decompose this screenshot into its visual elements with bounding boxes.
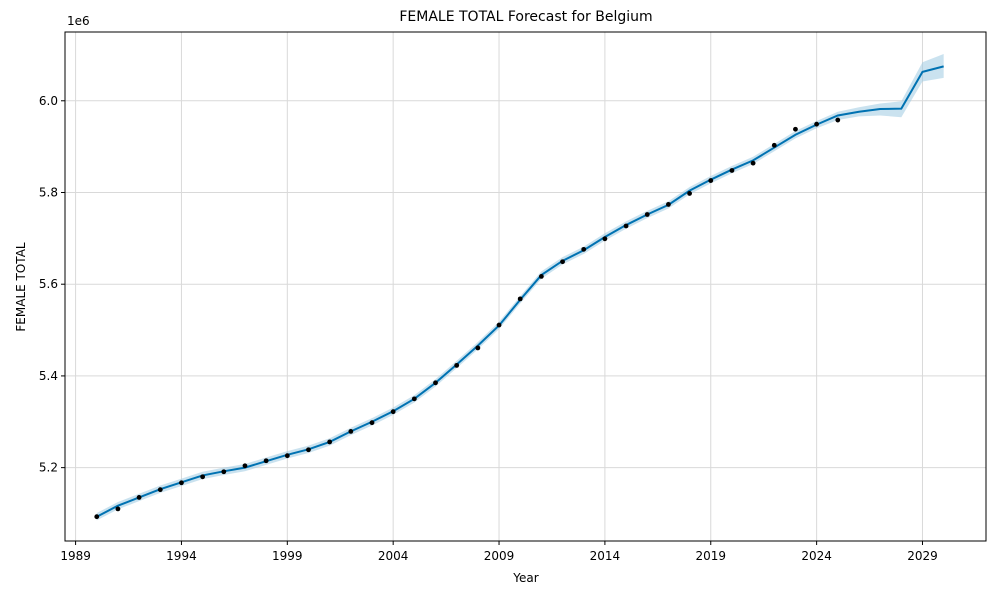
observed-point xyxy=(136,495,142,500)
observed-point xyxy=(602,236,608,242)
observed-point xyxy=(623,223,629,229)
observed-point xyxy=(454,362,460,368)
y-tick-label: 5.8 xyxy=(39,185,58,199)
observed-point xyxy=(475,345,481,351)
observed-point xyxy=(327,439,333,445)
observed-point xyxy=(179,480,184,486)
x-axis-label: Year xyxy=(512,571,538,585)
observed-point xyxy=(411,396,417,402)
observed-point xyxy=(517,296,523,302)
observed-point xyxy=(581,246,587,252)
observed-point xyxy=(793,126,798,132)
observed-point xyxy=(157,487,163,493)
observed-point xyxy=(538,274,544,279)
observed-point xyxy=(221,469,227,475)
x-tick-label: 2019 xyxy=(695,549,726,563)
y-tick-label: 5.4 xyxy=(39,369,58,383)
observed-point xyxy=(750,160,756,166)
observed-point xyxy=(369,420,375,426)
x-tick-label: 1989 xyxy=(60,549,91,563)
x-tick-label: 2014 xyxy=(590,549,621,563)
observed-point xyxy=(708,178,714,183)
observed-point xyxy=(115,506,121,512)
x-tick-label: 2029 xyxy=(907,549,938,563)
observed-point xyxy=(348,429,354,434)
observed-point xyxy=(496,322,502,328)
observed-point xyxy=(306,447,311,453)
x-tick-label: 1999 xyxy=(272,549,303,563)
chart-title: FEMALE TOTAL Forecast for Belgium xyxy=(399,9,652,25)
observed-point xyxy=(687,191,692,196)
observed-point xyxy=(94,514,100,520)
x-tick-label: 2004 xyxy=(378,549,409,563)
y-axis-label: FEMALE TOTAL xyxy=(14,242,28,332)
observed-point xyxy=(284,453,290,459)
axes: 1989 1994 1999 2004 2009 2014 2019 2024 2029 5.2 5… xyxy=(39,31,987,563)
observed-point xyxy=(242,463,248,469)
observed-point xyxy=(666,202,671,207)
observed-point xyxy=(263,458,269,464)
observed-point xyxy=(729,168,735,173)
y-offset-label: 1e6 xyxy=(67,14,90,28)
plot-frame xyxy=(64,31,987,542)
observed-point xyxy=(560,259,565,265)
x-tick-label: 2024 xyxy=(801,549,832,563)
y-tick-label: 5.2 xyxy=(39,461,58,475)
observed-point xyxy=(200,474,206,480)
observed-point xyxy=(644,212,650,217)
observed-point xyxy=(433,380,438,386)
observed-points-layer xyxy=(94,117,841,520)
x-tick-label: 2009 xyxy=(484,549,515,563)
y-tick-label: 5.6 xyxy=(39,277,58,291)
gridlines xyxy=(65,32,986,541)
y-tick-label: 6.0 xyxy=(39,94,58,108)
observed-point xyxy=(835,117,841,123)
observed-point xyxy=(390,409,396,415)
observed-point xyxy=(814,121,820,127)
observed-point xyxy=(771,142,777,148)
x-tick-label: 1994 xyxy=(166,549,197,563)
